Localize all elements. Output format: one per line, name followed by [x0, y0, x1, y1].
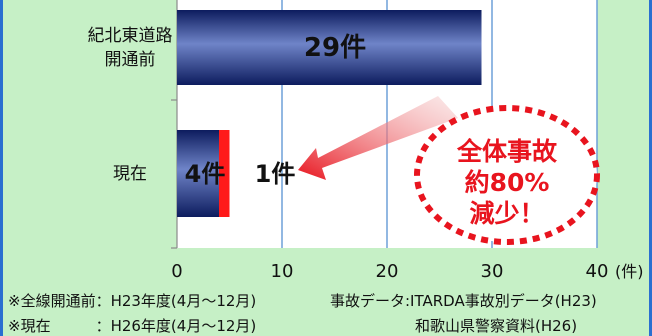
bar-value-label-1: 4件	[185, 160, 226, 188]
category-label-1: 現在	[113, 164, 147, 184]
category-label-0: 紀北東道路	[88, 26, 173, 46]
callout-burst: 全体事故 約80% 減少！	[414, 105, 600, 245]
footnote-police-source: 和歌山県警察資料(H26)	[415, 317, 578, 335]
x-unit-label: (件)	[615, 262, 644, 281]
bar-value-label-0: 29件	[304, 33, 366, 63]
x-tick-label-10: 10	[271, 261, 294, 282]
bar-0-series-0	[177, 10, 482, 85]
callout-line-2: 約80%	[465, 168, 550, 197]
callout-line-1: 全体事故	[456, 137, 558, 166]
footnote-period-before: ※全線開通前：H23年度(4月～12月)	[8, 292, 257, 310]
bars	[177, 10, 482, 217]
x-tick-label-40: 40	[586, 261, 609, 282]
footnote-period-current: ※現在 ：H26年度(4月～12月)	[8, 317, 257, 335]
bar-1-series-1	[219, 130, 230, 217]
bar-value-label-2: 1件	[255, 160, 296, 188]
bar-1-series-0	[177, 130, 219, 217]
callout-line-3: 減少！	[469, 199, 544, 228]
x-tick-label-20: 20	[376, 261, 399, 282]
footnote-data-source: 事故データ:ITARDA事故別データ(H23)	[330, 292, 597, 310]
bar-labels: 29件 4件 1件	[185, 33, 366, 188]
x-tick-label-30: 30	[481, 261, 504, 282]
category-label-0: 開通前	[105, 50, 156, 70]
decrease-arrow	[298, 96, 458, 180]
tick-labels: 0 10 20 30 40	[171, 261, 608, 282]
x-tick-label-0: 0	[171, 261, 182, 282]
